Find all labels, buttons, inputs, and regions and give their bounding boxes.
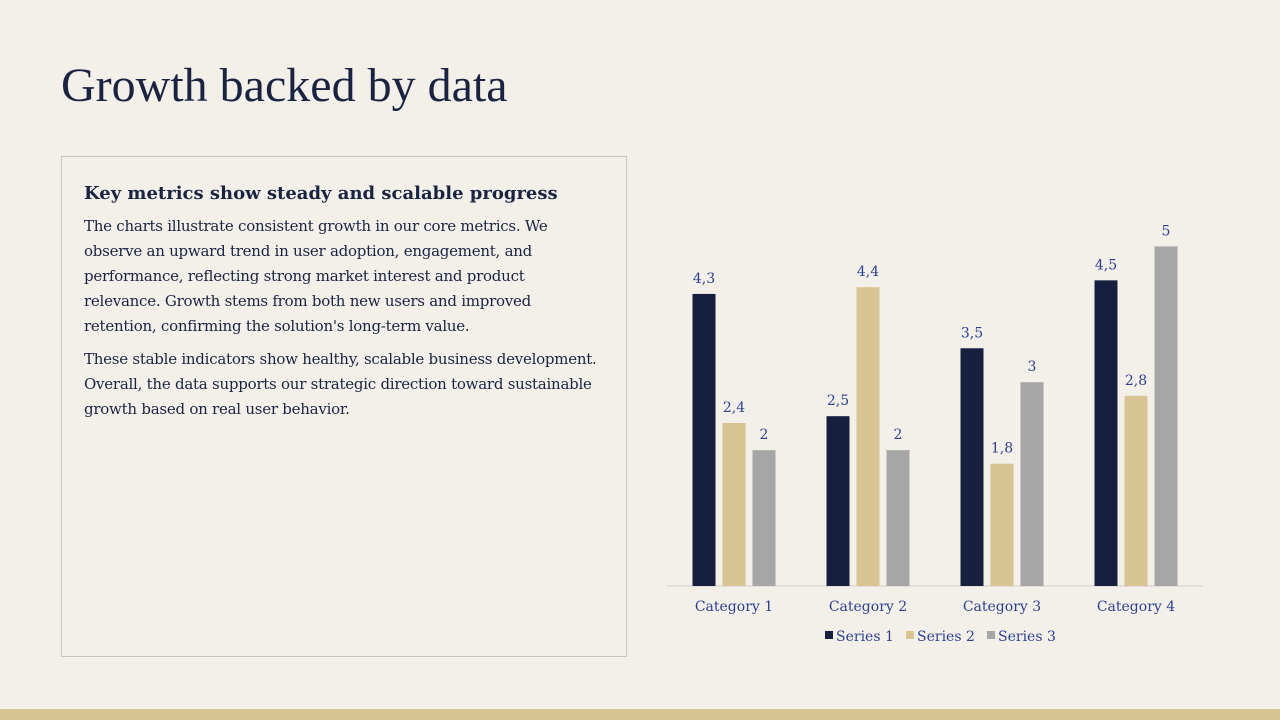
bar-2-2	[856, 287, 880, 586]
data-label-1-3: 3,5	[961, 325, 983, 341]
x-tick-label-2: Category 2	[829, 599, 907, 615]
x-tick-label-1: Category 1	[695, 599, 773, 615]
bar-3-2	[886, 450, 910, 586]
data-label-3-2: 2	[894, 427, 903, 443]
x-tick-label-4: Category 4	[1097, 599, 1175, 615]
data-label-3-4: 5	[1162, 223, 1171, 239]
data-label-1-4: 4,5	[1095, 257, 1117, 273]
legend-label-3: Series 3	[998, 629, 1056, 645]
x-tick-label-3: Category 3	[963, 599, 1041, 615]
text-panel: Key metrics show steady and scalable pro…	[61, 156, 627, 657]
data-label-2-4: 2,8	[1125, 373, 1147, 389]
panel-heading: Key metrics show steady and scalable pro…	[84, 183, 558, 204]
bar-chart-svg: 4,3 2,4 2 Category 1 2,5 4,4 2 Category 2 3,5 1,8…	[667, 223, 1203, 645]
panel-paragraph-1: The charts illustrate consistent growth …	[84, 217, 548, 335]
bar-2-1	[722, 422, 746, 586]
legend-swatch-3	[987, 631, 995, 639]
bar-1-3	[960, 348, 984, 586]
bar-2-4	[1124, 395, 1148, 586]
data-label-1-2: 2,5	[827, 393, 849, 409]
bar-1-1	[692, 293, 716, 586]
data-label-2-3: 1,8	[991, 441, 1013, 457]
bar-chart: 4,3 2,4 2 Category 1 2,5 4,4 2 Category 2 3,5 1,8…	[650, 200, 1230, 660]
data-label-2-2: 4,4	[857, 264, 879, 280]
legend-label-1: Series 1	[836, 629, 894, 645]
slide-title: Growth backed by data	[61, 59, 508, 112]
data-label-2-1: 2,4	[723, 400, 745, 416]
data-label-3-3: 3	[1028, 359, 1037, 375]
legend-label-2: Series 2	[917, 629, 975, 645]
bar-3-1	[752, 450, 776, 586]
data-label-1-1: 4,3	[693, 271, 715, 287]
data-label-3-1: 2	[760, 427, 769, 443]
bar-1-4	[1094, 280, 1118, 586]
bar-3-3	[1020, 382, 1044, 586]
bar-3-4	[1154, 246, 1178, 586]
bar-2-3	[990, 463, 1014, 586]
footer-accent-bar	[0, 709, 1280, 720]
legend-swatch-1	[825, 631, 833, 639]
bar-1-2	[826, 416, 850, 586]
panel-paragraph-2: These stable indicators show healthy, sc…	[84, 350, 597, 418]
legend-swatch-2	[906, 631, 914, 639]
